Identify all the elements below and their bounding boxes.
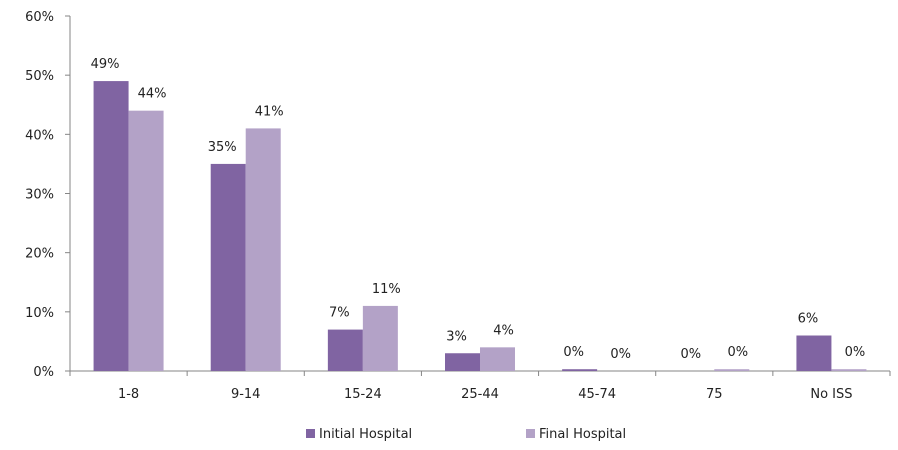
y-tick-label: 30% [25, 188, 54, 203]
axes: 0% 10% 20% 30% 40% 50% 60% 1-8 9-14 15-24 25-44 45-… [25, 10, 891, 402]
bar-initial [93, 81, 129, 371]
data-label: 49% [91, 57, 120, 72]
bar-final [480, 347, 515, 371]
x-category-label: 45-74 [578, 387, 616, 402]
y-tick-label: 60% [25, 10, 54, 25]
data-labels: 49% 35% 7% 3% 0% 0% 6% 44% 41% 11% 4% 0% 0% 0% [91, 57, 866, 362]
bar-final [714, 369, 750, 371]
legend-swatch [526, 429, 535, 438]
bar-final [245, 128, 281, 371]
data-label: 44% [138, 87, 167, 102]
data-label: 0% [680, 347, 701, 362]
data-label: 3% [446, 329, 467, 344]
data-label: 7% [329, 306, 350, 321]
data-label: 11% [372, 282, 401, 297]
bars [93, 81, 867, 372]
bar-initial [562, 369, 598, 371]
data-label: 41% [255, 104, 284, 119]
bar-final [362, 305, 398, 371]
y-tick-label: 50% [25, 69, 54, 84]
data-label: 0% [727, 345, 748, 360]
x-category-label: No ISS [810, 387, 852, 402]
bar-final [831, 369, 867, 371]
x-category-label: 1-8 [118, 387, 139, 402]
x-category-label: 75 [706, 387, 723, 402]
legend-label: Initial Hospital [319, 427, 412, 442]
data-label: 4% [493, 323, 514, 338]
bar-initial [445, 353, 480, 371]
bar-final [128, 110, 164, 372]
legend-label: Final Hospital [539, 427, 626, 442]
legend-swatch [306, 429, 315, 438]
data-label: 0% [610, 347, 631, 362]
bar-initial [327, 329, 363, 371]
y-tick-label: 10% [25, 306, 54, 321]
x-category-label: 9-14 [231, 387, 261, 402]
data-label: 0% [845, 345, 866, 360]
x-category-label: 15-24 [344, 387, 382, 402]
x-category-label: 25-44 [461, 387, 499, 402]
bar-initial [796, 335, 832, 371]
data-label: 6% [798, 312, 819, 327]
legend: Initial Hospital Final Hospital [306, 427, 626, 442]
bar-initial [210, 163, 246, 371]
data-label: 35% [208, 140, 237, 155]
data-label: 0% [563, 345, 584, 360]
y-tick-label: 0% [33, 365, 54, 380]
y-tick-label: 20% [25, 247, 54, 262]
y-tick-label: 40% [25, 128, 54, 143]
